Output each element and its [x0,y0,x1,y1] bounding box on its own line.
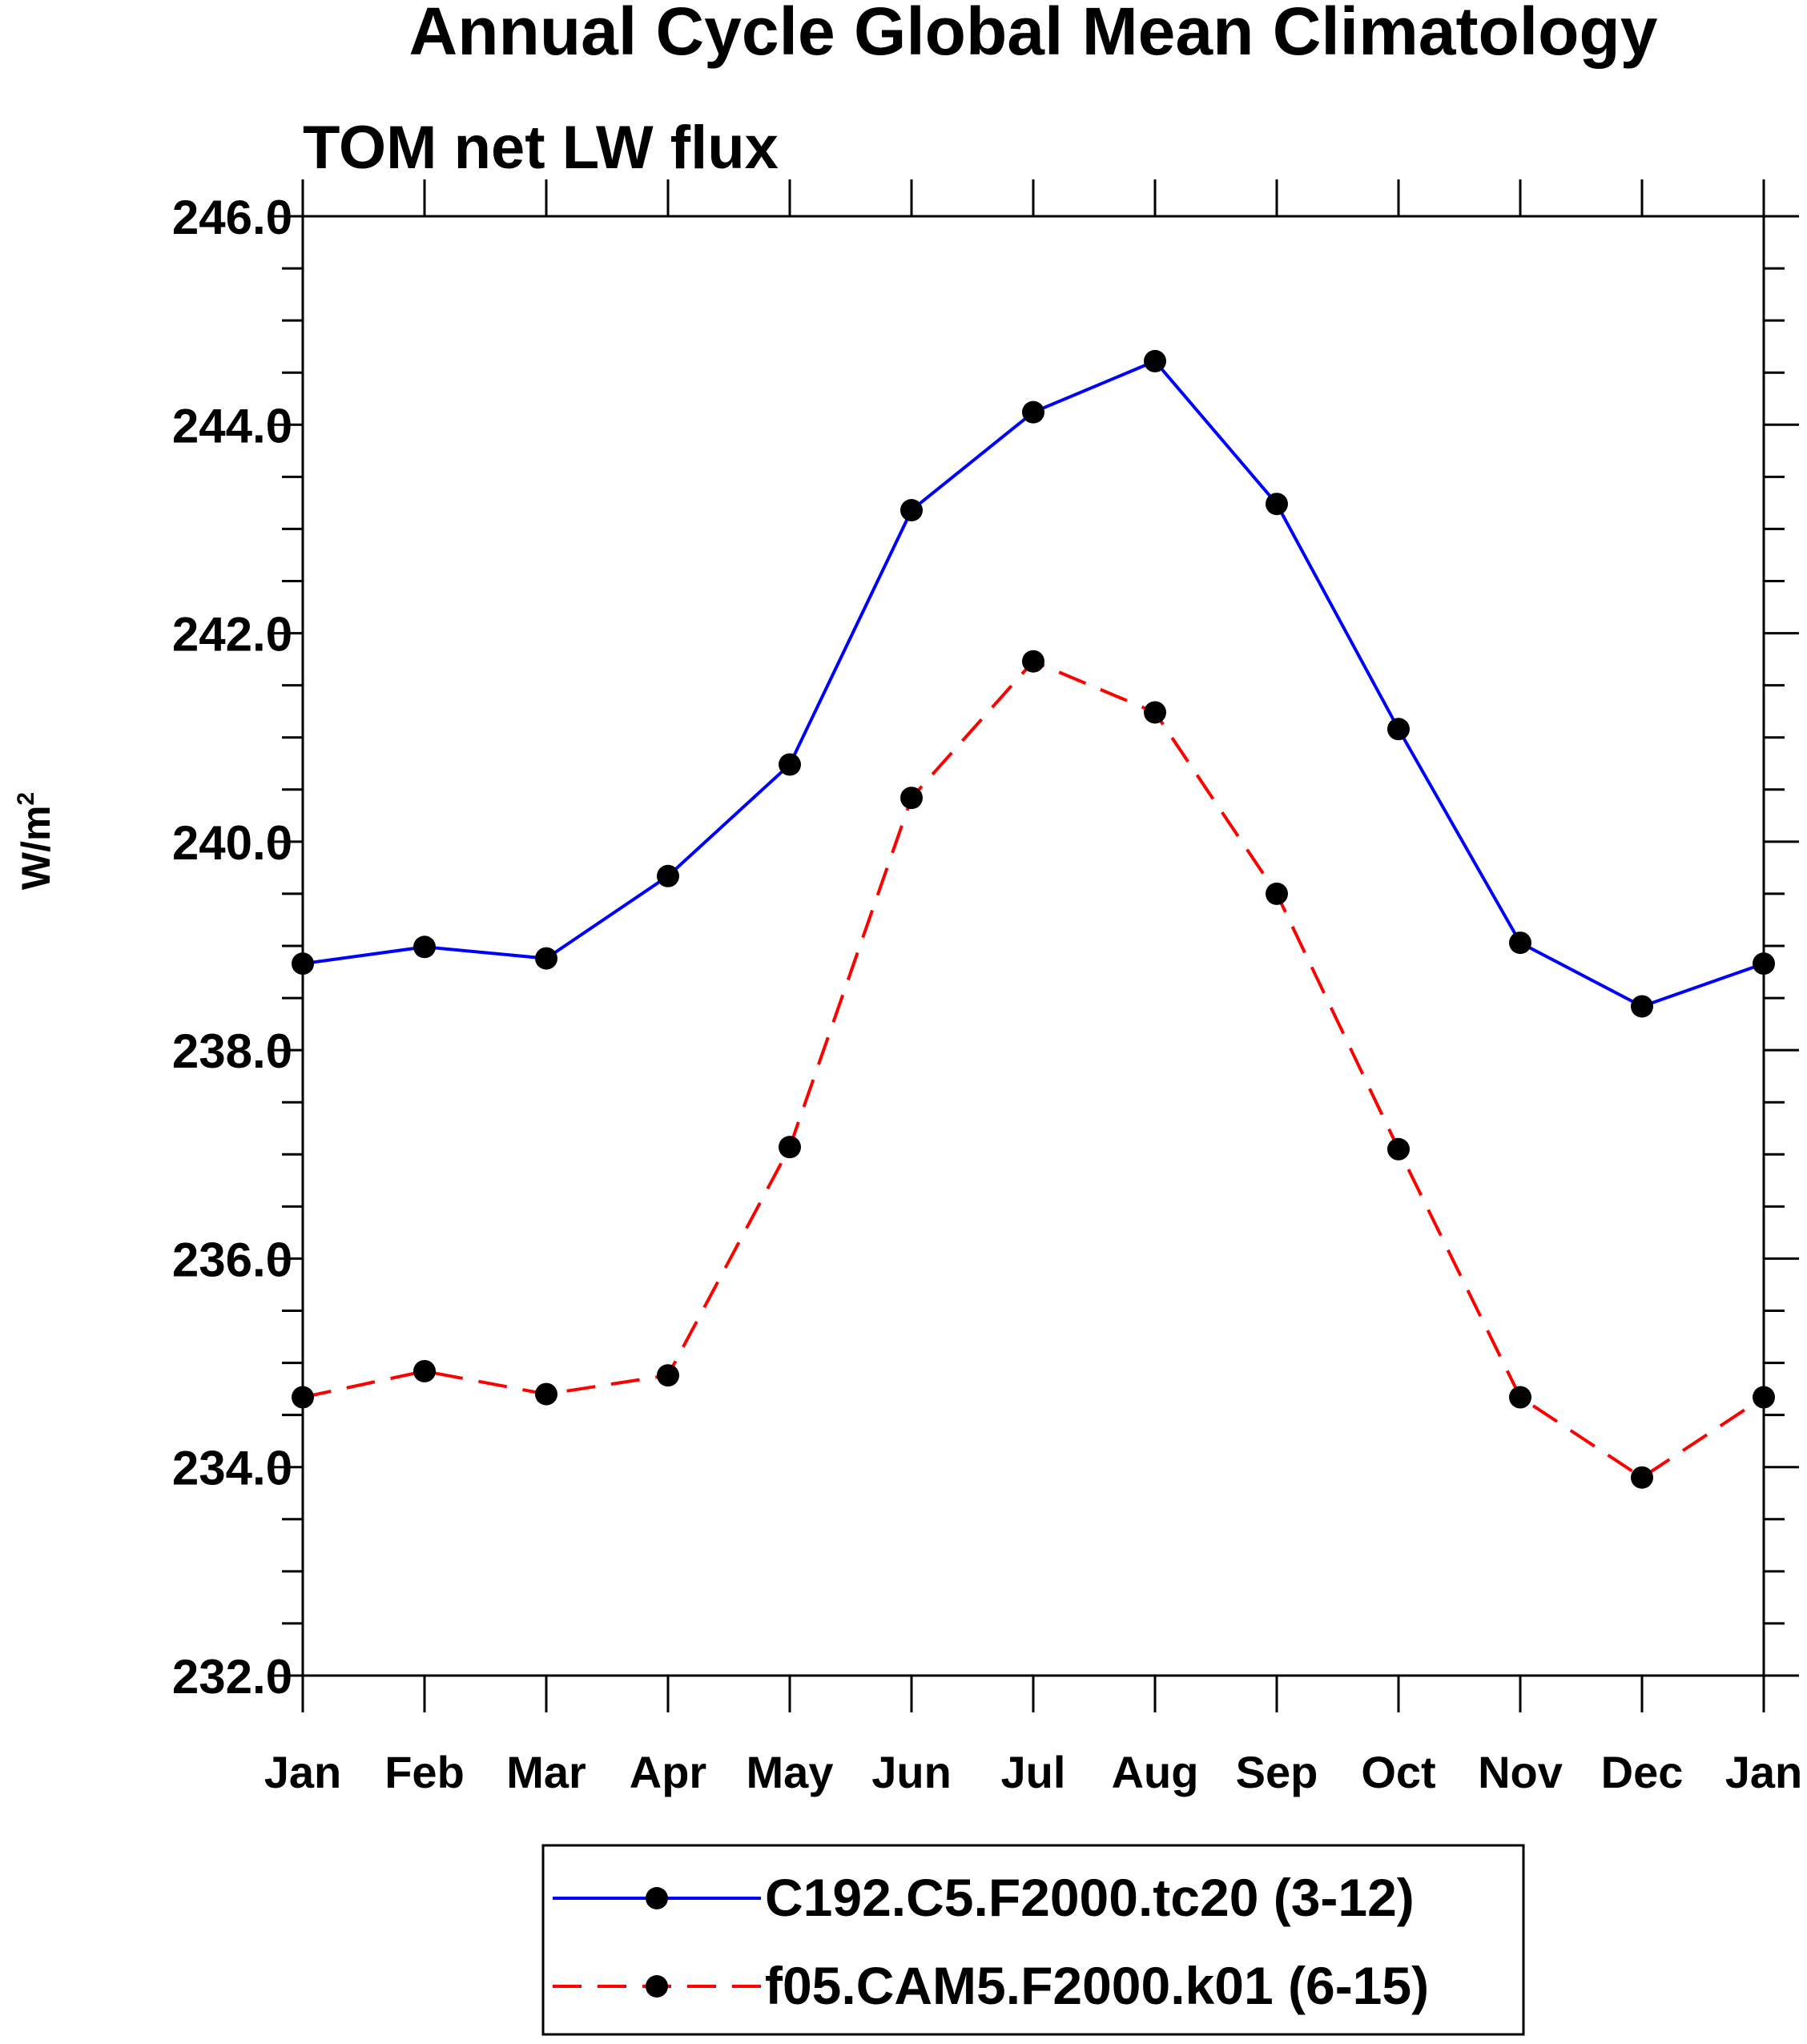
x-tick-label: Mar [506,1747,586,1797]
series-2-point [1631,1466,1653,1489]
series-1-point [535,947,557,970]
y-tick-label: 234.0 [172,1442,292,1495]
series-2-point [1509,1386,1531,1409]
plot-area: 232.0 234.0 236.0 238.0 240.0 242.0 244.0 246.0… [172,179,1802,1797]
series-1-point [1144,349,1166,372]
y-tick-label: 246.0 [172,191,292,244]
legend-marker-series-2 [646,1975,668,1998]
series-1-point [1753,952,1775,976]
series-1-point [292,952,314,976]
x-tick-label: Feb [384,1747,465,1797]
series-2-point [779,1136,801,1159]
series-line-2 [302,659,1765,1479]
y-tick-label: 238.0 [172,1024,292,1078]
series-2-point [900,787,923,810]
y-axis-label-text: W/m [14,806,58,891]
x-tick-label: Jun [871,1747,952,1797]
x-tick-label: Jul [1001,1747,1066,1797]
y-tick-label: 240.0 [172,816,292,870]
series-2-point [657,1364,679,1387]
y-axis-label-superscript: 2 [13,792,39,806]
y-tick-label: 236.0 [172,1233,292,1286]
series-1-point [779,753,801,776]
x-tick-label: Jan [264,1747,342,1797]
legend: C192.C5.F2000.tc20 (3-12) f05.CAM5.F2000… [541,1844,1525,2036]
chart-subtitle: TOM net LW flux [303,114,779,182]
series-2-point [413,1359,436,1382]
chart-title: Annual Cycle Global Mean Climatology [409,0,1658,69]
x-tick-label: Nov [1478,1747,1563,1797]
legend-label-series-2: f05.CAM5.F2000.k01 (6-15) [765,1956,1429,2015]
series-1-point [657,864,679,887]
legend-marker-series-1 [646,1887,668,1909]
series-2-point [535,1382,557,1406]
x-tick-label: May [747,1747,834,1797]
series-2-point [1387,1137,1410,1161]
x-tick-label: Aug [1112,1747,1199,1797]
series-1-point [413,935,436,959]
y-tick-label: 244.0 [172,399,292,453]
series-1-point [1509,931,1531,955]
x-tick-label: Dec [1601,1747,1684,1797]
series-2-point [1753,1386,1775,1409]
x-tick-label: Oct [1361,1747,1435,1797]
series-2-point [1022,650,1044,673]
series-1-point [1631,995,1653,1018]
legend-label-series-1: C192.C5.F2000.tc20 (3-12) [765,1868,1415,1927]
legend-box [541,1844,1525,2036]
series-2-point [1266,882,1288,905]
series-1-point [1387,718,1410,741]
series-2-point [1144,701,1166,724]
series-1-point [900,499,923,522]
y-tick-label: 242.0 [172,608,292,662]
x-tick-label: Sep [1236,1747,1318,1797]
x-tick-label: Jan [1725,1747,1803,1797]
plot-frame [301,215,1765,1677]
series-1-point [1022,400,1044,424]
y-axis-label: W/m2 [13,792,58,890]
series-line-1 [302,359,1765,1008]
series-1-point [1266,493,1288,516]
series-2-point [292,1386,314,1409]
y-tick-label: 232.0 [172,1650,292,1704]
x-tick-label: Apr [630,1747,706,1797]
